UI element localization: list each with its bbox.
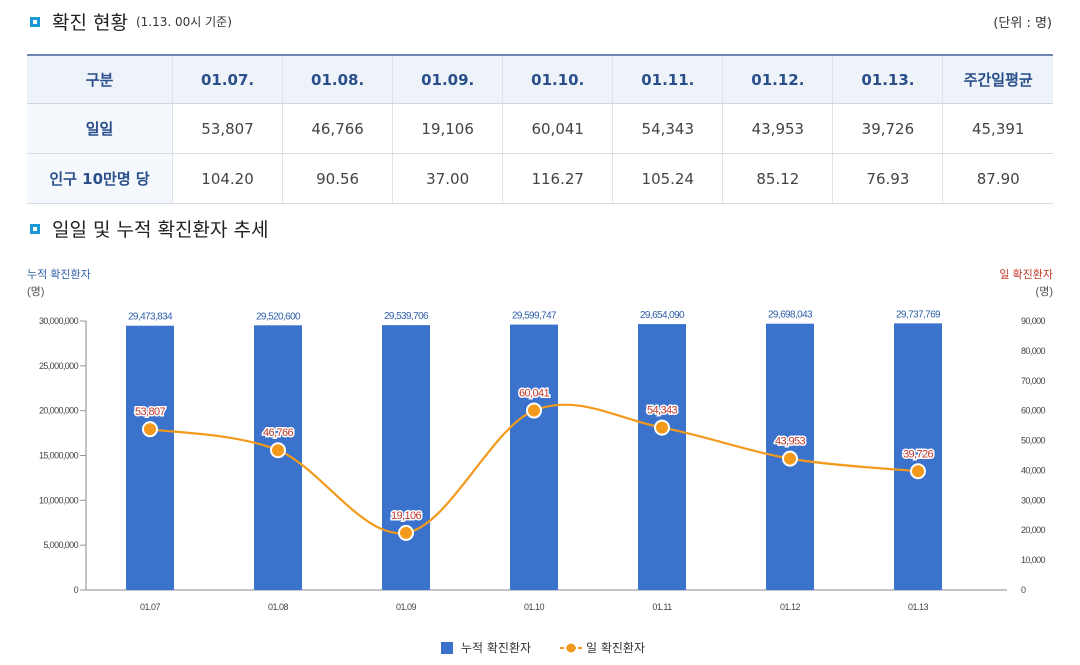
table-cell: 76.93 <box>832 153 943 204</box>
left-axis-tick-label: 30,000,000 <box>39 316 79 326</box>
table-cell: 60,041 <box>502 103 613 154</box>
line-point <box>654 419 670 436</box>
line-data-label: 60,041 <box>519 388 550 400</box>
bar-data-label: 29,520,600 <box>256 311 301 322</box>
table-cell: 85.12 <box>722 153 833 204</box>
line-data-label: 43,953 <box>775 436 806 448</box>
table-cell: 53,807 <box>171 103 283 154</box>
line-data-label: 53,807 <box>135 406 166 418</box>
section-header-status: 확진 현황 (1.13. 00시 기준) <box>30 8 232 35</box>
table-row: 인구 10만명 당 104.20 90.56 37.00 116.27 105.… <box>27 153 1053 204</box>
table-header: 01.08. <box>282 54 393 104</box>
left-axis-tick-label: 0 <box>74 585 79 595</box>
table-row: 일일 53,807 46,766 19,106 60,041 54,343 43… <box>27 103 1053 154</box>
right-axis-tick-label: 30,000 <box>1021 495 1046 505</box>
bar-data-label: 29,599,747 <box>512 311 557 322</box>
right-axis-tick-label: 10,000 <box>1021 555 1046 565</box>
table-cell: 45,391 <box>942 103 1053 154</box>
table-header: 01.11. <box>612 54 723 104</box>
table-cell: 39,726 <box>832 103 943 154</box>
x-axis-tick-label: 01.09 <box>396 602 417 612</box>
bar-data-label: 29,473,834 <box>128 312 173 323</box>
line-data-label: 39,726 <box>903 448 934 460</box>
table-header-row: 구분 01.07. 01.08. 01.09. 01.10. 01.11. 01… <box>27 54 1053 104</box>
table-header: 01.07. <box>171 54 283 104</box>
table-header: 01.13. <box>832 54 943 104</box>
trend-chart: 누적 확진환자 (명) 일 확진환자 (명) 0 5,000,000 10,000,000 1… <box>27 267 1053 655</box>
bar-data-label: 29,698,043 <box>768 310 813 321</box>
legend-label: 누적 확진환자 <box>461 641 531 655</box>
section-title: 일일 및 누적 확진환자 추세 <box>52 219 269 241</box>
right-axis-tick-label: 40,000 <box>1021 465 1046 475</box>
bar-cumulative <box>126 325 174 590</box>
left-axis-title: 누적 확진환자 <box>27 268 91 281</box>
table-cell: 19,106 <box>392 103 503 154</box>
row-label: 일일 <box>27 103 173 154</box>
line-point <box>270 442 286 459</box>
right-axis-tick-label: 90,000 <box>1021 316 1046 326</box>
left-axis-unit: (명) <box>27 285 44 298</box>
right-axis-title: 일 확진환자 <box>999 267 1053 281</box>
right-axis-tick-label: 70,000 <box>1021 376 1046 386</box>
line-data-label: 19,106 <box>391 510 422 522</box>
table-cell: 104.20 <box>171 153 283 204</box>
unit-label: (단위 : 명) <box>993 16 1052 31</box>
bar-cumulative <box>638 324 686 590</box>
stats-table: 구분 01.07. 01.08. 01.09. 01.10. 01.11. 01… <box>27 54 1053 204</box>
section-subtitle: (1.13. 00시 기준) <box>135 15 232 29</box>
left-axis-tick-label: 20,000,000 <box>39 406 79 416</box>
table-header: 주간일평균 <box>942 54 1053 104</box>
table-header: 구분 <box>27 54 173 104</box>
table-cell: 46,766 <box>282 103 393 154</box>
square-bullet-icon <box>30 16 40 27</box>
left-axis-tick-label: 10,000,000 <box>39 495 79 505</box>
table-cell: 90.56 <box>282 153 393 204</box>
bar-data-label: 29,737,769 <box>896 309 941 320</box>
right-axis-tick-label: 0 <box>1021 585 1026 595</box>
left-axis-tick-label: 25,000,000 <box>39 361 79 371</box>
line-point <box>910 463 926 480</box>
legend-line-marker <box>566 643 576 653</box>
table-cell: 54,343 <box>612 103 723 154</box>
table-header: 01.10. <box>502 54 613 104</box>
line-data-label: 54,343 <box>647 405 678 417</box>
table-header: 01.09. <box>392 54 503 104</box>
x-axis-tick-label: 01.10 <box>524 602 545 612</box>
right-axis-tick-label: 20,000 <box>1021 525 1046 535</box>
table-header: 01.12. <box>722 54 833 104</box>
table-cell: 116.27 <box>502 153 613 204</box>
right-axis-tick-label: 80,000 <box>1021 346 1046 356</box>
line-point <box>142 421 158 438</box>
square-bullet-icon <box>30 223 40 234</box>
left-axis-tick-label: 15,000,000 <box>39 451 79 461</box>
x-axis-tick-label: 01.13 <box>908 602 929 612</box>
legend-bar-swatch <box>441 642 453 654</box>
right-axis-unit: (명) <box>1036 285 1053 298</box>
x-axis-tick-label: 01.08 <box>268 602 289 612</box>
bar-cumulative <box>382 325 430 590</box>
table-cell: 37.00 <box>392 153 503 204</box>
section-header-trend: 일일 및 누적 확진환자 추세 <box>30 215 268 242</box>
legend-label: 일 확진환자 <box>586 641 645 655</box>
right-axis-tick-label: 50,000 <box>1021 436 1046 446</box>
bar-cumulative <box>894 323 942 590</box>
x-axis-tick-label: 01.11 <box>652 602 672 612</box>
line-point <box>526 402 542 419</box>
x-axis-tick-label: 01.12 <box>780 602 801 612</box>
bar-data-label: 29,654,090 <box>640 310 685 321</box>
right-axis-tick-label: 60,000 <box>1021 406 1046 416</box>
bar-data-label: 29,539,706 <box>384 311 429 322</box>
row-label: 인구 10만명 당 <box>27 153 173 204</box>
x-axis-tick-label: 01.07 <box>140 602 161 612</box>
line-point <box>398 524 414 541</box>
table-cell: 87.90 <box>942 153 1053 204</box>
line-data-label: 46,766 <box>263 427 294 439</box>
line-point <box>782 450 798 467</box>
section-title: 확진 현황 <box>52 12 128 34</box>
bar-cumulative <box>510 324 558 590</box>
table-cell: 43,953 <box>722 103 833 154</box>
table-cell: 105.24 <box>612 153 723 204</box>
left-axis-tick-label: 5,000,000 <box>43 540 78 550</box>
